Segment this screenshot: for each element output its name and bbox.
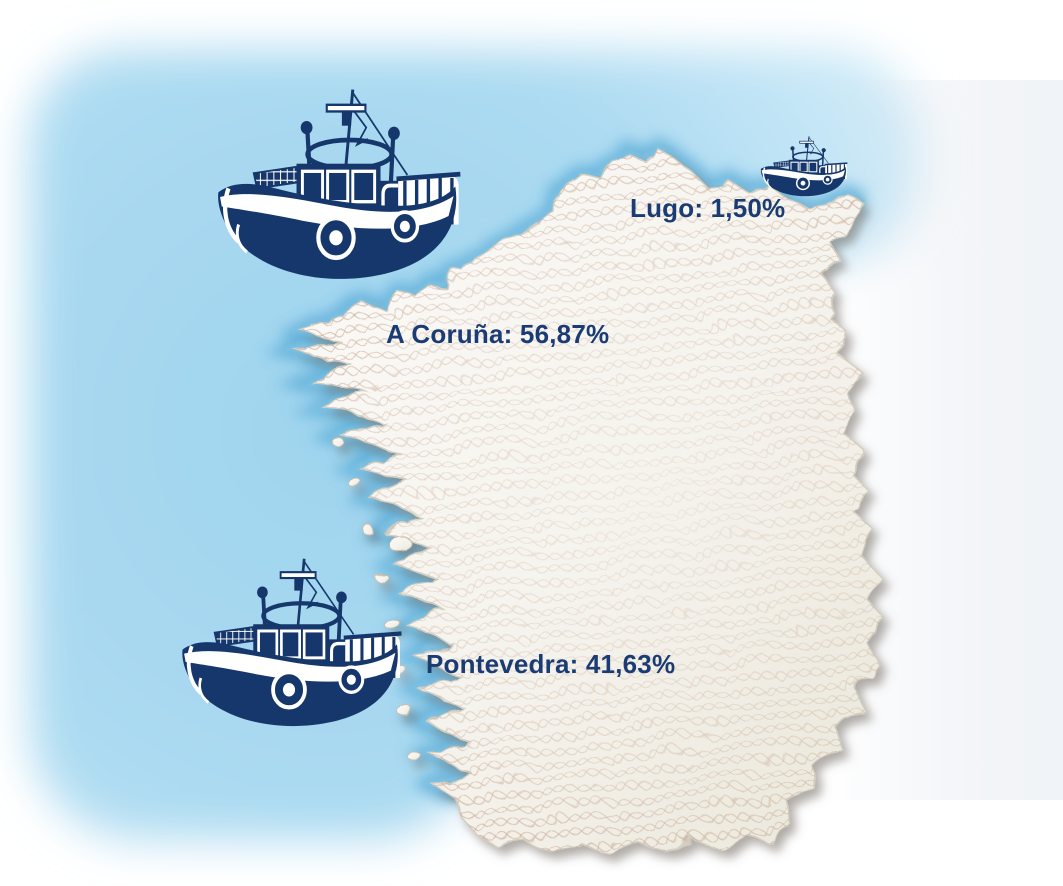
label-pontevedra: Pontevedra: 41,63%: [426, 649, 676, 679]
background-wash: [820, 80, 1063, 800]
label-lugo: Lugo: 1,50%: [630, 193, 786, 223]
label-a-coruna: A Coruña: 56,87%: [386, 319, 610, 349]
